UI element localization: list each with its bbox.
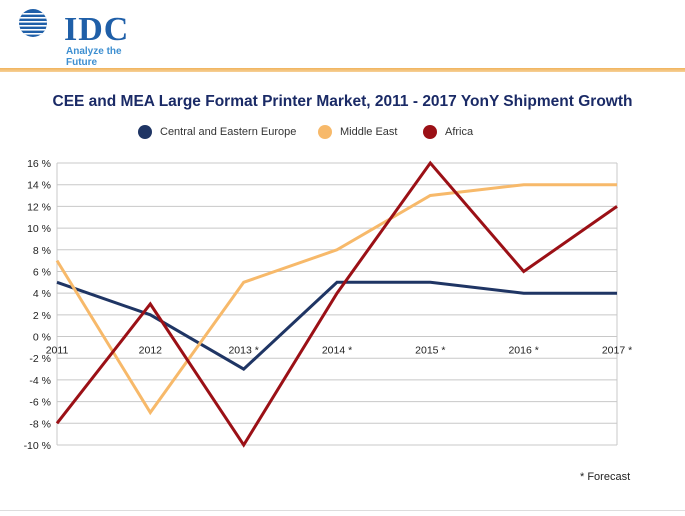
- x-tick-label: 2013 *: [228, 345, 258, 357]
- forecast-footnote: * Forecast: [580, 471, 631, 483]
- chart-legend: Central and Eastern Europe Middle East A…: [0, 124, 685, 144]
- y-tick-label: 14 %: [27, 180, 51, 192]
- series-line-middle-east: [55, 183, 617, 416]
- y-tick-label: 4 %: [33, 288, 51, 300]
- y-tick-label: 16 %: [27, 158, 51, 170]
- y-tick-label: 6 %: [33, 266, 51, 278]
- y-tick-label: 0 %: [33, 332, 51, 344]
- legend-marker-cee: [138, 125, 152, 139]
- brand-tagline: Analyze the Future: [66, 46, 122, 68]
- x-tick-label: 2012: [139, 345, 163, 357]
- y-tick-label: -4 %: [29, 375, 51, 387]
- legend-label-cee: Central and Eastern Europe: [160, 126, 297, 138]
- y-tick-label: 2 %: [33, 310, 51, 322]
- x-tick-label: 2016 *: [508, 345, 538, 357]
- header: IDC Analyze the Future: [0, 0, 685, 72]
- x-tick-label: 2011: [46, 345, 69, 357]
- x-tick-label: 2015 *: [415, 345, 445, 357]
- y-tick-label: -2 %: [29, 353, 51, 365]
- y-tick-label: -6 %: [29, 397, 51, 409]
- legend-label-africa: Africa: [445, 126, 474, 138]
- y-tick-label: 8 %: [33, 245, 51, 257]
- legend-label-middle-east: Middle East: [340, 126, 398, 138]
- footer-divider: [0, 510, 685, 511]
- idc-logo[interactable]: IDC Analyze the Future: [18, 8, 153, 68]
- globe-icon: [19, 9, 47, 37]
- legend-marker-middle-east: [318, 125, 332, 139]
- x-tick-label: 2014 *: [322, 345, 352, 357]
- header-divider: [0, 68, 685, 72]
- y-tick-label: 10 %: [27, 223, 51, 235]
- brand-name: IDC: [64, 11, 130, 48]
- y-tick-label: -8 %: [29, 418, 51, 430]
- series-line-central-and-eastern-europe: [56, 280, 617, 371]
- y-tick-label: -10 %: [24, 440, 51, 452]
- y-tick-label: 12 %: [27, 201, 51, 213]
- legend-marker-africa: [423, 125, 437, 139]
- series-line-africa: [55, 160, 618, 448]
- x-tick-label: 2017 *: [602, 345, 632, 357]
- chart-title: CEE and MEA Large Format Printer Market,…: [52, 93, 633, 110]
